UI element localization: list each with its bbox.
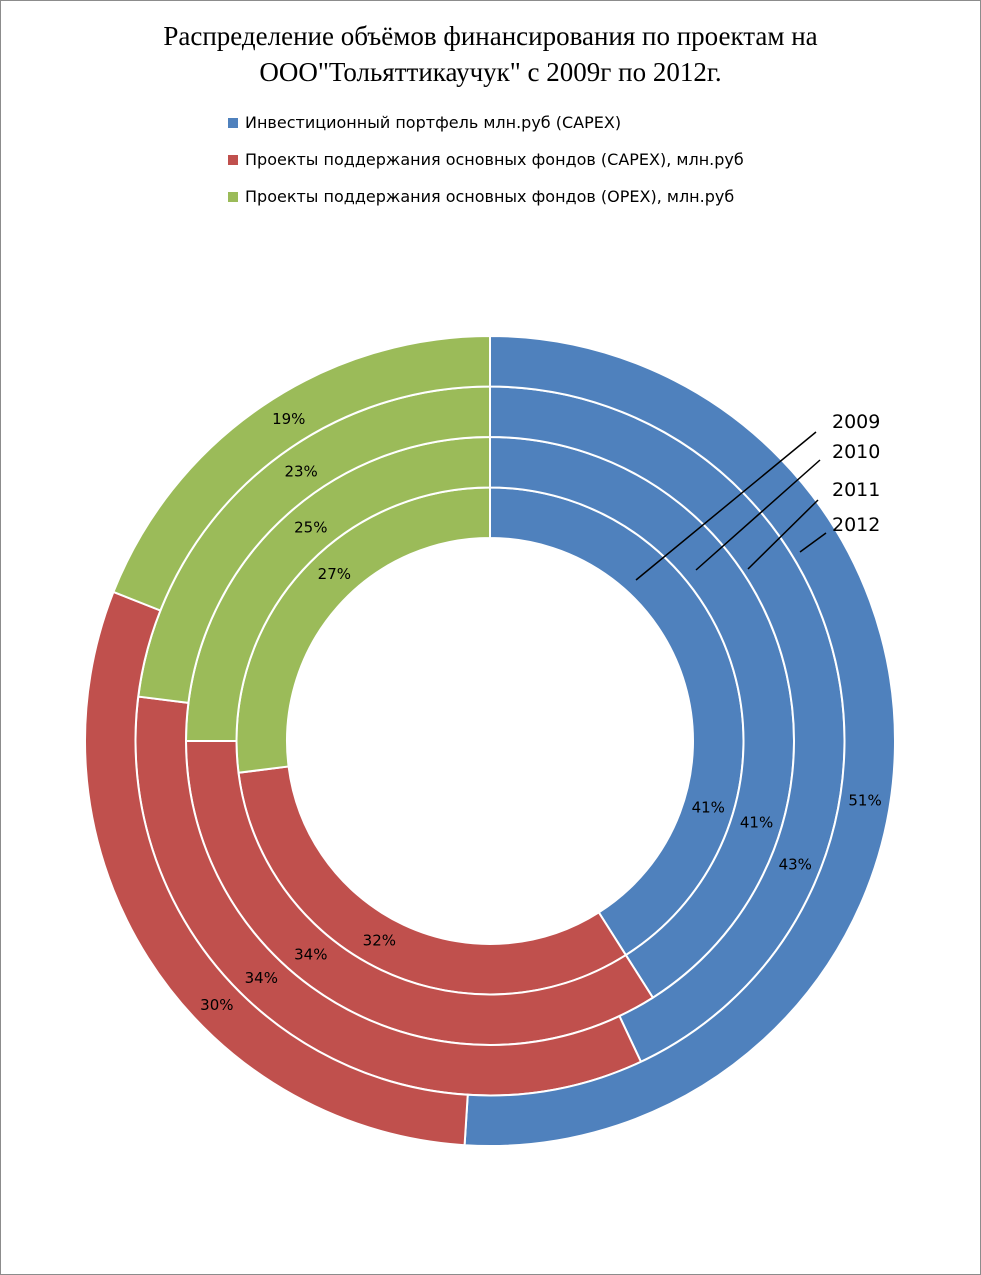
data-label-2009-capex: 32%: [363, 932, 396, 950]
year-leader-line-2011: [747, 499, 819, 570]
data-label-2012-opex: 19%: [272, 410, 305, 428]
legend-item-capex: Проекты поддержания основных фондов (CAP…: [228, 141, 744, 178]
legend-item-investment: Инвестиционный портфель млн.руб (CAPEX): [228, 104, 744, 141]
ring-year-label-2012: 2012: [832, 514, 880, 536]
year-leader-line-2010: [695, 459, 821, 571]
legend: Инвестиционный портфель млн.руб (CAPEX) …: [228, 104, 744, 215]
data-label-2010-capex: 34%: [294, 946, 327, 964]
data-label-2010-investment: 41%: [740, 813, 773, 831]
legend-swatch-capex: [228, 154, 238, 165]
year-leader-line-2012: [799, 532, 827, 553]
data-label-2011-investment: 43%: [779, 855, 812, 873]
ring-year-label-2009: 2009: [832, 411, 880, 433]
legend-item-opex: Проекты поддержания основных фондов (OPE…: [228, 178, 744, 215]
data-label-2009-opex: 27%: [318, 565, 351, 583]
ring-year-label-2010: 2010: [832, 441, 880, 463]
data-label-2009-investment: 41%: [692, 799, 725, 817]
legend-label-investment: Инвестиционный портфель млн.руб (CAPEX): [245, 113, 622, 132]
data-label-2012-capex: 30%: [200, 996, 233, 1014]
legend-swatch-investment: [228, 117, 238, 128]
legend-swatch-opex: [228, 191, 238, 202]
chart-title-line2: ООО"Тольяттикаучук" с 2009г по 2012г.: [259, 57, 722, 87]
legend-label-opex: Проекты поддержания основных фондов (OPE…: [245, 187, 735, 206]
chart-title-line1: Распределение объёмов финансирования по …: [163, 21, 818, 51]
ring-year-label-2011: 2011: [832, 479, 880, 501]
chart-title: Распределение объёмов финансирования по …: [0, 18, 981, 90]
data-label-2011-capex: 34%: [245, 969, 278, 987]
data-label-2011-opex: 23%: [284, 462, 317, 480]
slice-2012-investment: [463, 334, 896, 1147]
legend-label-capex: Проекты поддержания основных фондов (CAP…: [245, 150, 744, 169]
slice-2012-opex: [112, 334, 491, 612]
data-label-2010-opex: 25%: [294, 518, 327, 536]
year-leader-line-2009: [635, 431, 817, 581]
data-label-2012-investment: 51%: [848, 791, 881, 809]
